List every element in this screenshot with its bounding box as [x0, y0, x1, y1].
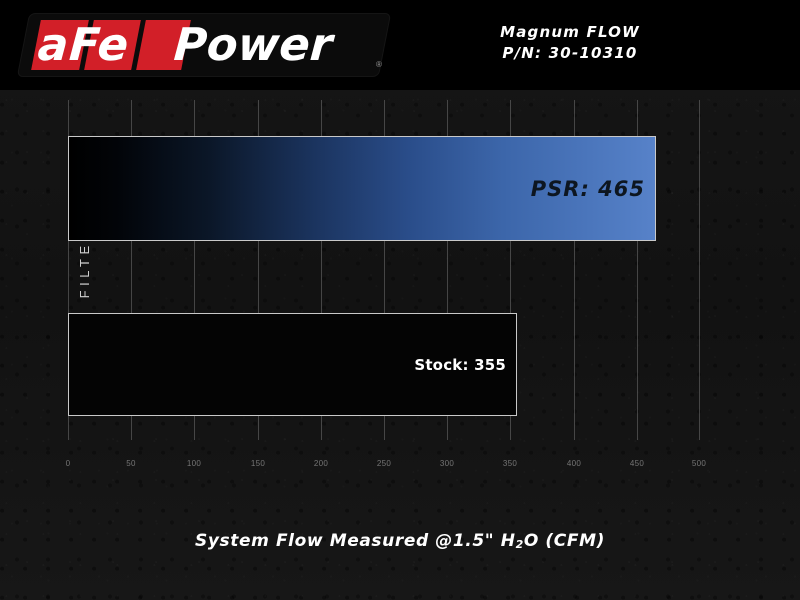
- logo-power-text: Power: [172, 18, 335, 71]
- product-line-label: Magnum FLOW: [500, 23, 640, 41]
- header-bar: aFe Power ® Magnum FLOW P/N: 30-10310: [0, 0, 800, 90]
- x-tick-450: 450: [629, 459, 645, 468]
- x-tick-250: 250: [376, 459, 392, 468]
- registered-mark-icon: ®: [376, 60, 382, 69]
- x-axis-caption: System Flow Measured @1.5" H2O (CFM): [0, 531, 800, 551]
- gridline-200: [321, 100, 322, 440]
- x-axis-caption-head: System Flow Measured @1.5" H: [195, 531, 516, 551]
- x-tick-50: 50: [126, 459, 136, 468]
- gridline-250: [384, 100, 385, 440]
- bar-stock-label: Stock: 355: [414, 355, 506, 374]
- x-tick-500: 500: [691, 459, 707, 468]
- bar-psr-label: PSR: 465: [530, 176, 645, 201]
- bar-psr: PSR: 465: [68, 136, 656, 241]
- gridline-450: [637, 100, 638, 440]
- gridline-0: [68, 100, 69, 440]
- x-axis-caption-tail: O (CFM): [523, 531, 605, 551]
- gridline-50: [131, 100, 132, 440]
- x-tick-150: 150: [250, 459, 266, 468]
- header-product-info: Magnum FLOW P/N: 30-10310: [430, 22, 710, 64]
- afe-power-logo: aFe Power ®: [17, 14, 391, 76]
- gridline-300: [447, 100, 448, 440]
- x-tick-400: 400: [566, 459, 582, 468]
- gridline-100: [194, 100, 195, 440]
- x-axis-caption-subscript: 2: [515, 538, 524, 551]
- gridline-350: [510, 100, 511, 440]
- bar-stock: Stock: 355: [68, 313, 517, 416]
- gridline-150: [258, 100, 259, 440]
- x-tick-100: 100: [186, 459, 202, 468]
- gridline-400: [574, 100, 575, 440]
- gridline-500: [699, 100, 700, 440]
- x-tick-300: 300: [439, 459, 455, 468]
- x-tick-350: 350: [502, 459, 518, 468]
- part-number-label: P/N: 30-10310: [502, 44, 638, 62]
- x-tick-200: 200: [313, 459, 329, 468]
- x-axis-ticks: 0 50 100 150 200 250 300 350 400 450 500: [65, 459, 706, 471]
- x-tick-0: 0: [65, 459, 71, 468]
- plot-area: PSR: 465 Stock: 355: [68, 100, 700, 440]
